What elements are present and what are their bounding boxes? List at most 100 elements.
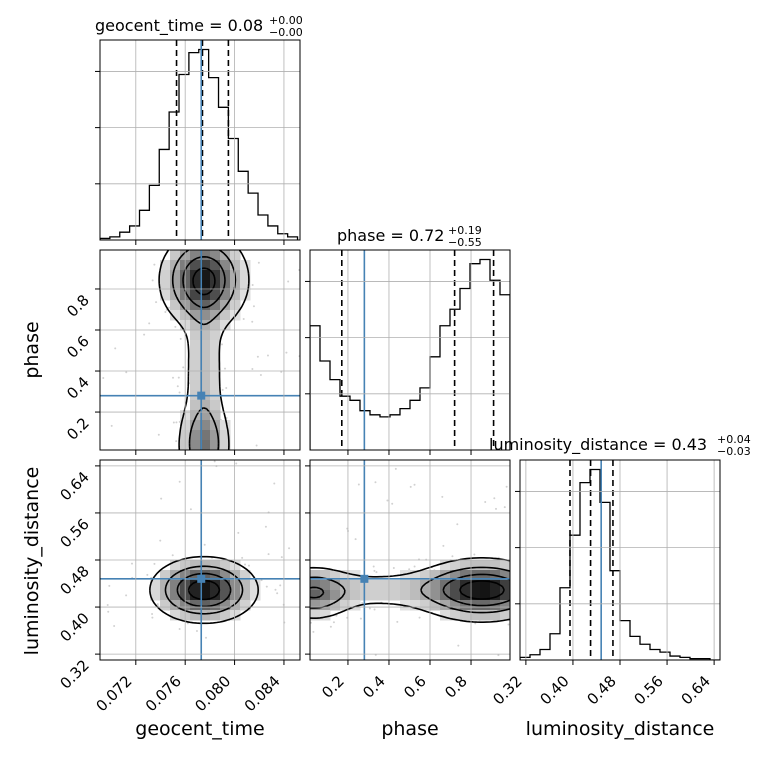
scatter-point [413,565,416,568]
scatter-point [113,625,116,628]
density-cell [210,330,221,341]
density-cell [200,440,211,450]
contour-lines [149,555,259,625]
contour-level-2 [182,256,226,309]
density-cell [190,560,201,571]
density-cell [210,270,221,281]
scatter-point [186,622,189,625]
scatter-point [172,376,175,379]
histogram-step-luminosity-distance [520,468,720,660]
scatter-point [264,525,267,528]
density-cell [370,580,381,591]
density-cell [190,400,201,411]
scatter-point [332,621,335,624]
xlabel-luminosity-distance: luminosity_distance [526,718,715,740]
density-cell [220,320,231,331]
scatter-point [156,603,159,606]
density-cell [240,270,251,281]
density-cell [160,600,171,611]
density-cell [390,580,401,591]
scatter-point [171,554,174,557]
density-cell [150,580,161,591]
density-cell [450,610,461,621]
scatter-point [394,467,397,470]
density-cell [190,270,201,281]
scatter-point [484,500,487,503]
scatter-point [195,629,198,632]
scatter-point [151,612,154,615]
density-cell [190,260,201,271]
density-cell [190,440,201,450]
density-cell [210,590,221,601]
density-cell [230,610,241,621]
scatter-point [375,571,378,574]
scatter-point [265,585,268,588]
density-cell [360,580,371,591]
histogram-step-phase [310,258,510,450]
density-cell [490,590,501,601]
density-cell [210,310,221,321]
density-cell [230,600,241,611]
density-cell [340,570,351,581]
density-cell [170,300,181,311]
density-cell [350,580,361,591]
density-cell [210,340,221,351]
density-cell [200,600,211,611]
density-cell [450,580,461,591]
scatter-point [392,566,395,569]
density-cell [440,570,451,581]
scatter-point [288,547,291,550]
density-cell [230,250,241,261]
density-cell [310,610,321,621]
scatter-point [335,614,338,617]
density-cell [220,300,231,311]
joint-geocent-time-vs-phase: 0.20.40.60.8 [63,249,301,455]
density-cell [410,570,421,581]
density-cell [200,560,211,571]
scatter-point [244,563,247,566]
density-cell [450,570,461,581]
density-cell [380,590,391,601]
density-cell [500,560,510,571]
density-cell [310,590,321,601]
scatter-point [159,539,162,542]
density-cell [320,580,331,591]
density-cell [210,380,221,391]
marginal-luminosity-distance-content [520,460,720,660]
density-cell [200,430,211,441]
density-cell [170,590,181,601]
truth-marker [197,574,206,583]
density-cell [490,560,501,571]
scatter-point [451,555,454,558]
density-cell [320,600,331,611]
density-cell [370,590,381,601]
title-geocent-time-sup: +0.00 [269,14,303,27]
scatter-point [148,322,151,325]
panel-border [99,39,301,241]
density-cell [220,420,231,431]
scatter-point [279,584,282,587]
scatter-point [442,544,445,547]
density-cell [200,340,211,351]
density-cell [200,320,211,331]
density-cell [230,260,241,271]
density-cell [240,590,251,601]
xlabel-geocent-time: geocent_time [135,718,264,740]
scatter-point [203,543,206,546]
density-cell [190,590,201,601]
density-cell [210,580,221,591]
marginal-phase-content [310,250,510,450]
density-cell [360,590,371,601]
density-cell [200,260,211,271]
title-phase: phase = 0.72 [337,226,444,245]
scatter-point [108,584,111,587]
density-cell [320,590,331,601]
density-cell [460,560,471,571]
ylabel-luminosity-distance: luminosity_distance [21,467,43,656]
panel-border [99,249,301,451]
density-cell [200,400,211,411]
density-cell [240,580,251,591]
density-cell [190,350,201,361]
density-cell [320,610,331,621]
density-cell [460,580,471,591]
